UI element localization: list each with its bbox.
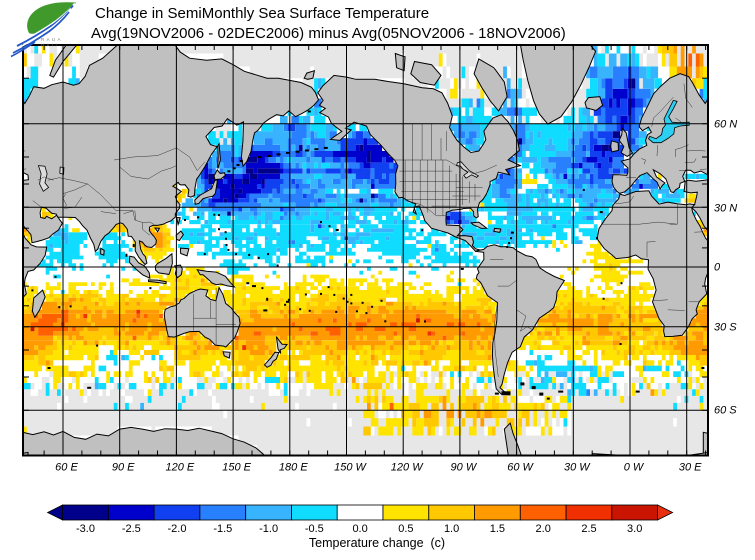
svg-text:2.0: 2.0 <box>536 523 551 535</box>
svg-text:-0.5: -0.5 <box>305 523 324 535</box>
svg-text:-3.0: -3.0 <box>76 523 95 535</box>
svg-text:2.5: 2.5 <box>581 523 596 535</box>
svg-text:0.5: 0.5 <box>398 523 413 535</box>
svg-text:0 W: 0 W <box>624 462 645 474</box>
svg-text:HAII: HAII <box>41 43 59 48</box>
svg-text:90 E: 90 E <box>112 462 135 474</box>
svg-text:-2.0: -2.0 <box>168 523 187 535</box>
svg-text:150 E: 150 E <box>222 462 251 474</box>
svg-text:30 N: 30 N <box>714 203 737 215</box>
svg-text:60 W: 60 W <box>507 462 534 474</box>
svg-text:30 W: 30 W <box>564 462 591 474</box>
svg-text:RAUA: RAUA <box>41 37 63 42</box>
svg-text:1.0: 1.0 <box>444 523 459 535</box>
svg-text:90 W: 90 W <box>451 462 478 474</box>
svg-text:120 E: 120 E <box>166 462 195 474</box>
svg-text:1.5: 1.5 <box>490 523 505 535</box>
svg-text:180 E: 180 E <box>279 462 308 474</box>
svg-text:60 E: 60 E <box>55 462 78 474</box>
svg-text:Temperature change (c): Temperature change (c) <box>309 536 445 550</box>
svg-text:Change in SemiMonthly Sea Surf: Change in SemiMonthly Sea Surface Temper… <box>95 5 429 22</box>
svg-text:-1.5: -1.5 <box>213 523 232 535</box>
svg-text:0: 0 <box>714 262 721 274</box>
svg-text:-1.0: -1.0 <box>259 523 278 535</box>
svg-text:60 N: 60 N <box>714 119 737 131</box>
svg-text:3.0: 3.0 <box>627 523 642 535</box>
svg-text:120 W: 120 W <box>391 462 424 474</box>
svg-text:150 W: 150 W <box>334 462 367 474</box>
svg-text:60 S: 60 S <box>714 405 737 417</box>
svg-text:0.0: 0.0 <box>352 523 367 535</box>
svg-text:30 E: 30 E <box>679 462 702 474</box>
svg-text:30 S: 30 S <box>714 322 737 334</box>
svg-text:Avg(19NOV2006 - 02DEC2006) min: Avg(19NOV2006 - 02DEC2006) minus Avg(05N… <box>91 25 566 42</box>
svg-text:-2.5: -2.5 <box>122 523 141 535</box>
